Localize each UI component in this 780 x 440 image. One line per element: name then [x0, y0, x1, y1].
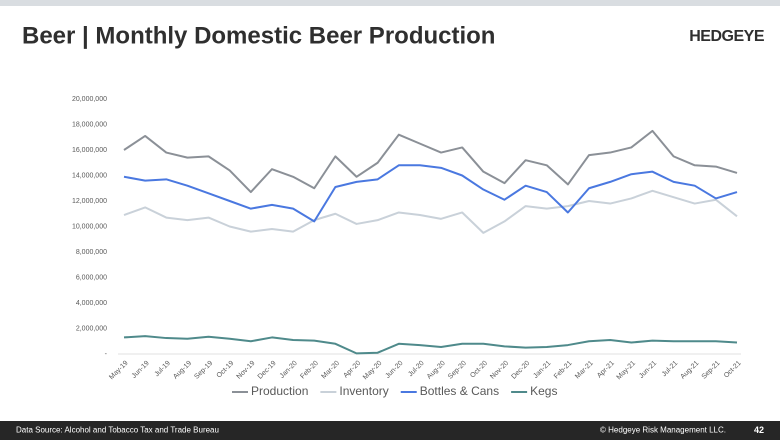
y-tick-label: 8,000,000: [76, 249, 107, 256]
footer-source: Data Source: Alcohol and Tobacco Tax and…: [16, 426, 219, 435]
top-strip: [0, 0, 780, 6]
y-tick-label: 10,000,000: [72, 223, 107, 230]
y-tick-label: 20,000,000: [72, 96, 107, 103]
y-tick-label: 6,000,000: [76, 274, 107, 281]
logo: HEDGEYE: [689, 28, 765, 45]
series-line: [123, 164, 738, 223]
slide-title: Beer | Monthly Domestic Beer Production: [22, 22, 495, 49]
y-tick-label: 4,000,000: [76, 300, 107, 307]
y-tick-label: 2,000,000: [76, 325, 107, 332]
y-tick-label: 16,000,000: [72, 147, 107, 154]
y-tick-label: 14,000,000: [72, 172, 107, 179]
series-line: [123, 335, 738, 355]
footer-bar: [0, 421, 780, 440]
series-line: [123, 189, 738, 234]
legend-label: Inventory: [339, 384, 388, 398]
legend-label: Bottles & Cans: [420, 384, 499, 398]
legend-label: Production: [251, 384, 308, 398]
y-tick-label: 12,000,000: [72, 198, 107, 205]
footer-copyright: © Hedgeye Risk Management LLC.: [600, 426, 726, 435]
y-tick-label: -: [105, 351, 108, 358]
series-line: [123, 129, 738, 194]
page-number: 42: [754, 425, 764, 435]
y-tick-label: 18,000,000: [72, 121, 107, 128]
legend-label: Kegs: [530, 384, 557, 398]
